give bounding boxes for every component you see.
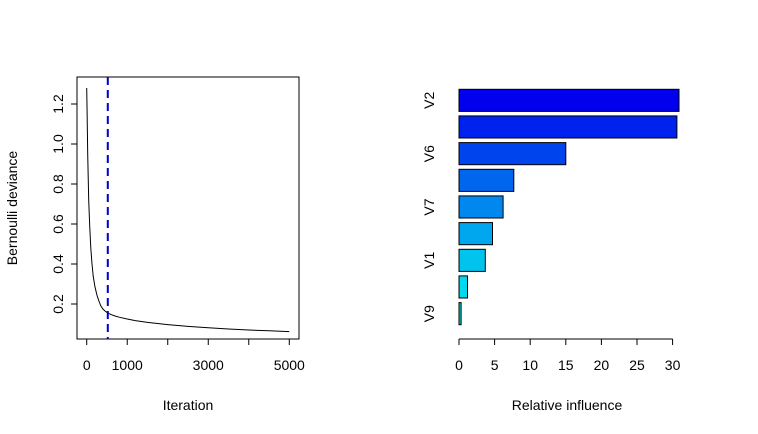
deviance-y-tick-label: 0.8 [50,174,66,194]
influence-panel: V2 V6 V7 V1 V9 0 5 10 15 20 25 30 Relative influen… [421,88,681,413]
influence-category-labels: V2 V6 V7 V1 V9 [421,92,437,323]
deviance-plot-frame [76,76,300,340]
deviance-x-tick-label: 1000 [112,357,143,373]
influence-x-tick-label: 30 [665,357,681,373]
influence-x-tick-label: 15 [558,357,574,373]
deviance-y-tick-label: 0.4 [50,254,66,274]
deviance-x-tick-label: 0 [83,357,91,373]
influence-bar [458,302,462,326]
deviance-x-axis: 0 1000 3000 5000 [83,338,305,373]
influence-x-tick-label: 25 [629,357,645,373]
deviance-y-tick-label: 0.6 [50,214,66,234]
deviance-y-axis: 0.2 0.4 0.6 0.8 1.0 1.2 [50,94,78,314]
deviance-curve [86,87,290,333]
influence-bar [458,168,515,192]
deviance-y-tick-label: 1.2 [50,94,66,114]
influence-x-tick-label: 10 [522,357,538,373]
influence-x-axis-label: Relative influence [512,397,623,413]
deviance-y-tick-label: 1.0 [50,134,66,154]
influence-x-tick-label: 20 [594,357,610,373]
influence-category-label: V2 [421,92,437,109]
deviance-x-tick-label: 5000 [274,357,305,373]
influence-x-axis: 0 5 10 15 20 25 30 [455,338,681,373]
deviance-x-axis-label: Iteration [163,397,214,413]
influence-bar [458,142,567,166]
influence-bars [458,88,680,326]
influence-category-label: V6 [421,145,437,162]
deviance-x-tick-label: 3000 [193,357,224,373]
influence-bar [458,88,680,112]
influence-category-label: V1 [421,252,437,269]
influence-bar [458,195,504,219]
influence-category-label: V7 [421,198,437,215]
influence-bar [458,222,493,246]
influence-bar [458,248,486,272]
deviance-panel: 0.2 0.4 0.6 0.8 1.0 1.2 0 1000 3000 5000 Iterati… [4,76,305,413]
deviance-y-tick-label: 0.2 [50,294,66,314]
influence-bar [458,275,468,299]
influence-x-tick-label: 5 [491,357,499,373]
influence-category-label: V9 [421,305,437,322]
deviance-y-axis-label: Bernoulli deviance [4,151,20,266]
influence-x-tick-label: 0 [455,357,463,373]
influence-bar [458,115,678,139]
